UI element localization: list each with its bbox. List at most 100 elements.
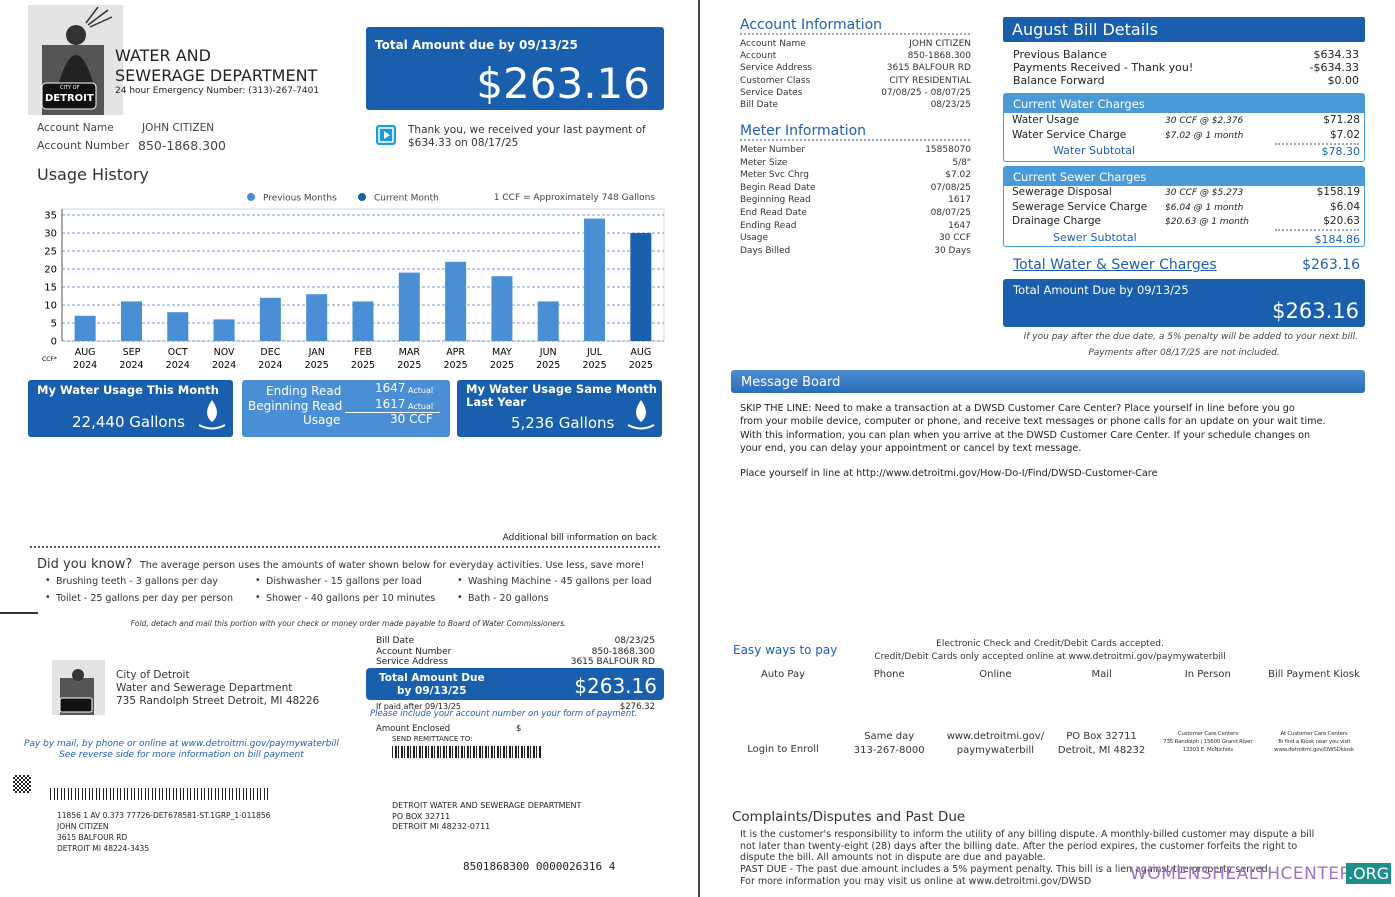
include-note: Please include your account number on yo…	[370, 709, 638, 719]
text-line: PAST DUE - The past due amount includes …	[740, 864, 1271, 876]
bar	[259, 297, 281, 341]
row: Meter Svc Chrg $7.02	[740, 169, 971, 182]
bullet: •	[457, 592, 463, 603]
row: Payments Received - Thank you! -$634.33	[1013, 61, 1359, 74]
dept-name: WATER AND	[115, 46, 211, 65]
logo: CITY OF DETROIT	[28, 5, 123, 115]
text-line: 3615 BALFOUR RD	[57, 833, 128, 842]
value: 5/8"	[952, 157, 971, 168]
drop-icon	[198, 400, 226, 430]
y-tick-label: 5	[51, 319, 57, 330]
meter-info: Meter Number 15858070 Meter Size 5/8" Meter …	[740, 144, 971, 257]
label: Service Address	[740, 63, 812, 74]
x-tick-label: SEP	[123, 347, 141, 358]
watermark-tld: .ORG	[1346, 863, 1392, 884]
emergency: 24 hour Emergency Number: (313)-267-7401	[115, 86, 320, 96]
detail: www.detroitmi.gov/DWSDkiosk	[1274, 747, 1354, 753]
method-name: Phone	[873, 669, 905, 680]
row: Begin Read Date 07/08/25	[740, 182, 971, 195]
value: 850-1868.300	[591, 646, 655, 657]
x-tick-label: 2025	[444, 360, 468, 371]
text-line: Credit/Debit Cards only accepted online …	[874, 651, 1226, 662]
last-payment: Thank you, we received your last payment…	[408, 124, 646, 150]
tip: Bath - 20 gallons	[468, 593, 549, 604]
water-rows: Water Usage 30 CCF @ $2.376 $71.28 Water Se…	[1012, 114, 1360, 143]
row: Ending Read 1647	[740, 220, 971, 233]
value: 1647	[375, 381, 406, 395]
tile-value: 5,236 Gallons	[511, 414, 615, 432]
pay-note: Pay by mail, by phone or online at www.d…	[24, 739, 339, 760]
rule	[30, 546, 660, 548]
label: Ending Read	[740, 220, 797, 231]
dept-name: SEWERAGE DEPARTMENT	[115, 66, 318, 85]
bar	[398, 272, 420, 341]
value: -$634.33	[1309, 61, 1359, 74]
rule	[1275, 143, 1359, 145]
value: 850-1868.300	[907, 51, 971, 62]
text-line: City of Detroit	[116, 669, 190, 681]
label: Meter Size	[740, 157, 788, 168]
text-line: DETROIT MI 48224-3435	[57, 844, 150, 853]
legend-marker	[247, 193, 255, 201]
text-line: Last Year	[466, 395, 526, 409]
text-line: Electronic Check and Credit/Debit Cards …	[936, 639, 1164, 649]
subtotal: $78.30	[1321, 145, 1361, 158]
read-type: Actual	[408, 402, 434, 411]
pay-notes: Electronic Check and Credit/Debit Cards …	[850, 638, 1250, 663]
divider	[698, 0, 700, 897]
unit-label: CCF*	[42, 356, 57, 363]
logo-city: CITY OF	[60, 85, 80, 91]
label: Account Name	[740, 39, 806, 49]
x-tick-label: 2025	[397, 360, 421, 371]
row: Days Billed 30 Days	[740, 245, 971, 258]
logo-art	[41, 6, 113, 115]
x-tick-label: AUG	[630, 347, 651, 358]
detail: Same day	[864, 731, 915, 742]
label: Customer Class	[740, 75, 811, 86]
text-line: by 09/13/25	[397, 685, 467, 697]
x-tick-label: 2025	[351, 360, 375, 371]
additional-info: Additional bill information on back	[502, 533, 657, 543]
message-text: SKIP THE LINE: Need to make a transactio…	[740, 402, 1326, 456]
x-tick-label: DEC	[260, 347, 280, 358]
tip: Toilet - 25 gallons per day per person	[56, 593, 234, 604]
due-amount: $263.16	[1272, 299, 1359, 323]
row: Customer Class CITY RESIDENTIAL	[740, 75, 971, 87]
balance-rows: Previous Balance $634.33 Payments Received…	[1013, 48, 1359, 87]
bullet: •	[457, 575, 463, 586]
y-tick-label: 20	[44, 265, 57, 276]
label: Service Address	[376, 657, 448, 667]
x-tick-label: 2025	[305, 360, 329, 371]
qr-code	[13, 775, 31, 793]
complaints-title: Complaints/Disputes and Past Due	[732, 809, 966, 825]
label: Bill Date	[740, 100, 779, 111]
tip: Shower - 40 gallons per 10 minutes	[266, 593, 436, 604]
fold-note: Fold, detach and mail this portion with …	[130, 619, 567, 628]
value: $6.04	[1329, 200, 1360, 213]
subtotal: $184.86	[1314, 233, 1361, 246]
bar	[213, 319, 235, 341]
value: 850-1868.300	[138, 138, 227, 153]
mailing-address: 11856 1 AV 0.373 77726-DET678581-ST.1GRP…	[57, 810, 270, 854]
detail: Detroit, MI 48232	[1057, 744, 1146, 756]
value: 1617	[948, 195, 971, 206]
row: Meter Size 5/8"	[740, 157, 971, 170]
text-line: JOHN CITIZEN	[57, 822, 109, 831]
value: $7.02	[945, 170, 971, 181]
x-tick-label: 2024	[73, 360, 97, 371]
detail: 735 Randolph | 15600 Grand River	[1163, 739, 1253, 745]
value: 30 CCF @ $2.376	[1165, 116, 1244, 126]
remit-label: SEND REMITTANCE TO:	[392, 735, 473, 743]
label: Drainage Charge	[1012, 215, 1101, 227]
play-icon	[376, 125, 396, 145]
row: Account Number 850-1868.300	[376, 647, 655, 658]
rule	[740, 33, 970, 35]
value: JOHN CITIZEN	[142, 122, 215, 134]
detail: To find a Kiosk near you visit	[1277, 739, 1351, 745]
text-line: $634.33 on 08/17/25	[408, 137, 519, 149]
label: Account Number	[376, 646, 452, 657]
row: Water Usage 30 CCF @ $2.376 $71.28	[1012, 114, 1360, 129]
bar	[445, 261, 467, 341]
value: 30 CCF @ $5.273	[1165, 188, 1244, 198]
value: 3615 BALFOUR RD	[570, 657, 655, 667]
